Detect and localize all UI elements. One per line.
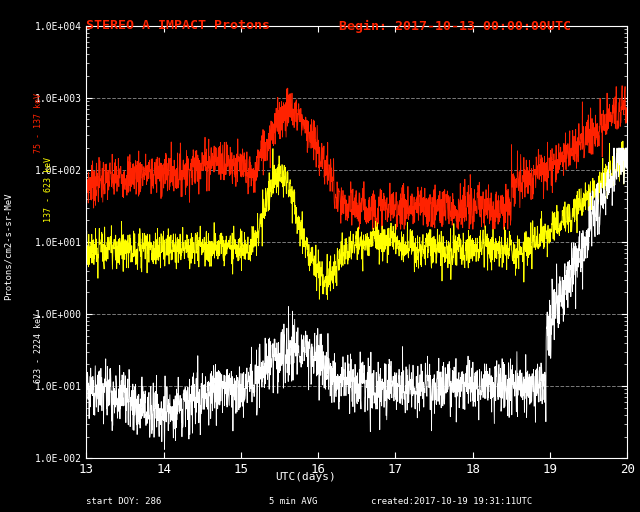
Text: 623 - 2224 keV: 623 - 2224 keV (34, 313, 43, 383)
Text: start DOY: 286: start DOY: 286 (86, 497, 162, 506)
Text: 137 - 623 keV: 137 - 623 keV (44, 157, 53, 222)
Text: 75 - 137 keV: 75 - 137 keV (34, 93, 43, 153)
Text: STEREO A IMPACT Protons: STEREO A IMPACT Protons (86, 19, 270, 32)
Text: Protons/cm2-s-sr-MeV: Protons/cm2-s-sr-MeV (3, 192, 12, 300)
Text: Begin: 2017-10-13 00:00:00UTC: Begin: 2017-10-13 00:00:00UTC (339, 19, 572, 33)
Text: UTC(days): UTC(days) (275, 472, 336, 482)
Text: 5 min AVG: 5 min AVG (269, 497, 317, 506)
Text: created:2017-10-19 19:31:11UTC: created:2017-10-19 19:31:11UTC (371, 497, 532, 506)
